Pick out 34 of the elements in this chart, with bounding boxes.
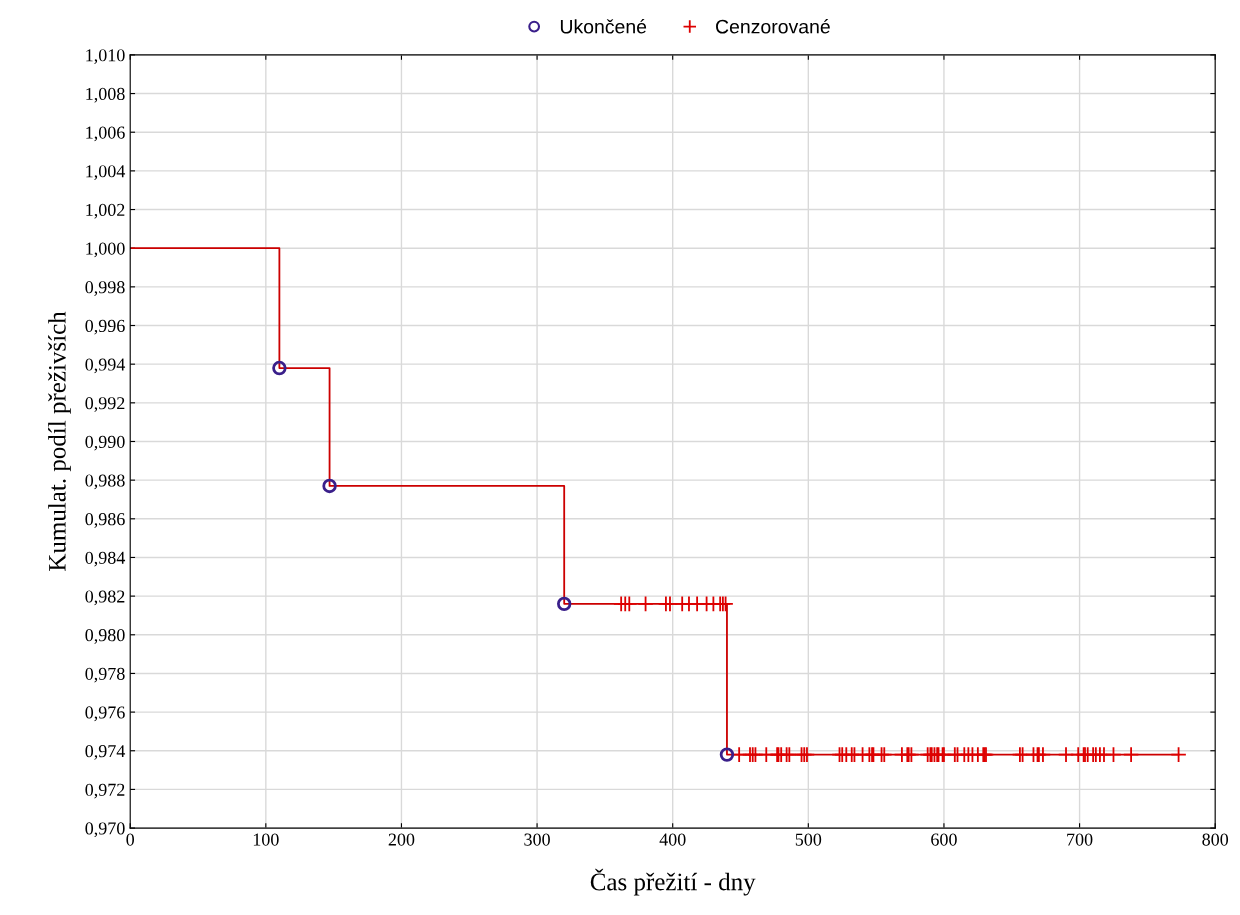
legend-label: Cenzorované (716, 19, 830, 34)
y-tick-label: 1,008 (86, 87, 125, 103)
y-axis-title: Kumulat. podíl přeživších (48, 311, 71, 571)
y-tick-label: 1,004 (86, 165, 126, 180)
y-tick-label: 1,006 (86, 126, 125, 142)
y-tick-label: 0,982 (85, 590, 125, 606)
y-tick-label: 0,972 (85, 783, 125, 799)
x-axis-title: Čas přežití - dny (590, 868, 756, 896)
x-tick-label: 700 (1067, 833, 1093, 846)
y-tick-label: 0,990 (85, 435, 125, 451)
x-tick-label: 500 (795, 833, 822, 846)
y-tick-label: 0,998 (85, 281, 125, 296)
x-tick-label: 800 (1202, 833, 1229, 846)
y-tick-label: 0,986 (85, 513, 125, 528)
legend-label: Ukončené (560, 19, 647, 34)
x-tick-label: 200 (388, 833, 415, 846)
x-tick-label: 600 (931, 833, 957, 846)
x-tick-label: 400 (659, 833, 686, 846)
y-tick-label: 0,978 (85, 667, 125, 683)
y-tick-label: 0,976 (85, 706, 125, 722)
y-tick-label: 1,010 (86, 49, 125, 64)
y-tick-label: 0,984 (85, 551, 126, 567)
x-tick-label: 100 (253, 833, 279, 846)
x-tick-label: 0 (126, 833, 135, 846)
y-tick-label: 0,988 (85, 474, 125, 490)
y-tick-label: 0,994 (85, 358, 126, 374)
y-tick-label: 0,970 (85, 822, 125, 838)
y-tick-label: 0,996 (85, 319, 125, 335)
y-tick-label: 0,974 (85, 745, 126, 760)
y-tick-label: 1,000 (86, 242, 125, 258)
x-tick-label: 300 (524, 833, 550, 846)
y-tick-label: 0,992 (85, 397, 125, 412)
y-tick-label: 1,002 (86, 203, 125, 219)
y-tick-label: 0,980 (85, 629, 125, 644)
